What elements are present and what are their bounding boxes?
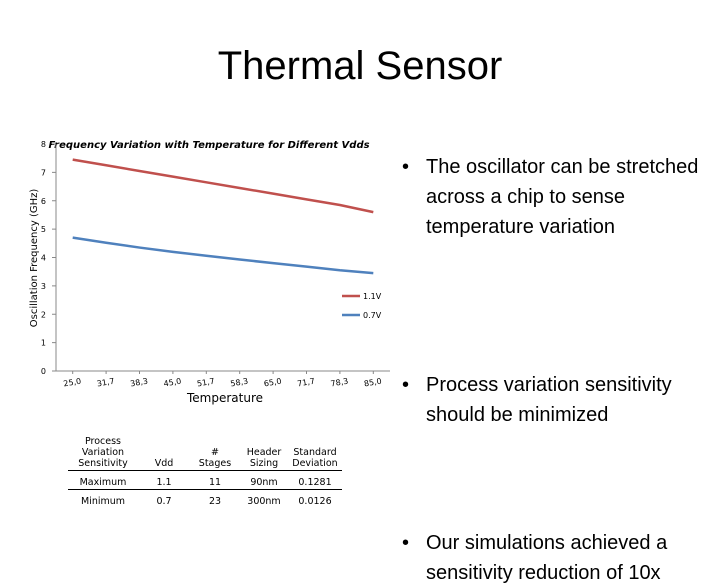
bullet-marker: • xyxy=(402,532,410,554)
bullet-list: • The oscillator can be stretched across… xyxy=(392,152,712,584)
x-tick-label: 78,3 xyxy=(330,377,349,389)
table-cell: 11 xyxy=(190,470,240,490)
x-tick-label: 38,3 xyxy=(130,377,149,389)
chart-legend: 1.1V 0.7V xyxy=(342,292,382,320)
chart-series xyxy=(72,158,374,275)
table-cell: 90nm xyxy=(240,470,288,490)
legend-label: 1.1V xyxy=(363,292,382,301)
bullet-item: • Our simulations achieved a sensitivity… xyxy=(392,528,712,588)
y-axis-label: Oscillation Frequency (GHz) xyxy=(29,189,40,328)
table-row: Minimum 0.7 23 300nm 0.0126 xyxy=(68,490,342,509)
frequency-chart: Frequency Variation with Temperature for… xyxy=(29,140,390,405)
series-line xyxy=(72,158,374,214)
bullet-text: Process variation sensitivity should be … xyxy=(426,374,672,426)
x-tick-label: 31,7 xyxy=(96,377,115,389)
table-cell: Maximum xyxy=(68,470,138,490)
chart-title: Frequency Variation with Temperature for… xyxy=(48,140,369,151)
table-header-cell: Vdd xyxy=(138,424,190,471)
slide-title: Thermal Sensor xyxy=(217,44,503,88)
bullet-item: • The oscillator can be stretched across… xyxy=(392,152,712,242)
y-tick-label: 0 xyxy=(41,367,46,376)
y-tick-label: 8 xyxy=(41,140,46,149)
x-tick-label: 51,7 xyxy=(196,377,215,389)
y-tick-label: 4 xyxy=(41,254,46,263)
bullet-text: The oscillator can be stretched across a… xyxy=(426,156,699,238)
process-variation-table: Process Variation Sensitivity Vdd # Stag… xyxy=(68,424,342,508)
y-tick-label: 2 xyxy=(41,310,46,319)
y-tick-labels: 0 1 2 3 4 5 6 7 8 xyxy=(41,140,56,376)
table-header-cell: Standard Deviation xyxy=(288,424,342,471)
x-tick-label: 85,0 xyxy=(363,377,382,389)
x-axis-label: Temperature xyxy=(186,391,263,405)
bullet-marker: • xyxy=(402,374,410,396)
x-tick-labels: 25,0 31,7 38,3 45,0 51,7 58,3 65,0 71,7 78,3 85,0 xyxy=(63,371,382,389)
table-header-cell: Header Sizing xyxy=(240,424,288,471)
table-cell: 300nm xyxy=(247,496,281,507)
table-row: Maximum 1.1 11 90nm 0.1281 xyxy=(68,470,342,490)
series-line xyxy=(72,236,374,275)
y-tick-label: 3 xyxy=(41,282,46,291)
y-tick-label: 6 xyxy=(41,197,46,206)
x-tick-label: 25,0 xyxy=(63,377,82,389)
bullet-item: • Process variation sensitivity should b… xyxy=(392,370,712,430)
table-header-row: Process Variation Sensitivity Vdd # Stag… xyxy=(68,424,342,471)
table-cell: 0.0126 xyxy=(298,496,332,507)
table-cell: 23 xyxy=(208,496,222,507)
table-cell: 0.7 xyxy=(156,496,172,507)
y-tick-label: 1 xyxy=(41,339,46,348)
x-tick-label: 45,0 xyxy=(163,377,182,389)
table-cell: 0.1281 xyxy=(288,470,342,490)
table-header-cell: # Stages xyxy=(190,424,240,471)
x-tick-label: 71,7 xyxy=(297,377,316,389)
y-tick-label: 7 xyxy=(41,168,46,177)
table-header-cell: Process Variation Sensitivity xyxy=(68,424,138,471)
x-tick-label: 58,3 xyxy=(230,377,249,389)
table-cell: Minimum xyxy=(80,496,126,507)
table-cell: 1.1 xyxy=(138,470,190,490)
x-tick-label: 65,0 xyxy=(263,377,282,389)
legend-label: 0.7V xyxy=(363,311,382,320)
y-tick-label: 5 xyxy=(41,225,46,234)
bullet-marker: • xyxy=(402,156,410,178)
